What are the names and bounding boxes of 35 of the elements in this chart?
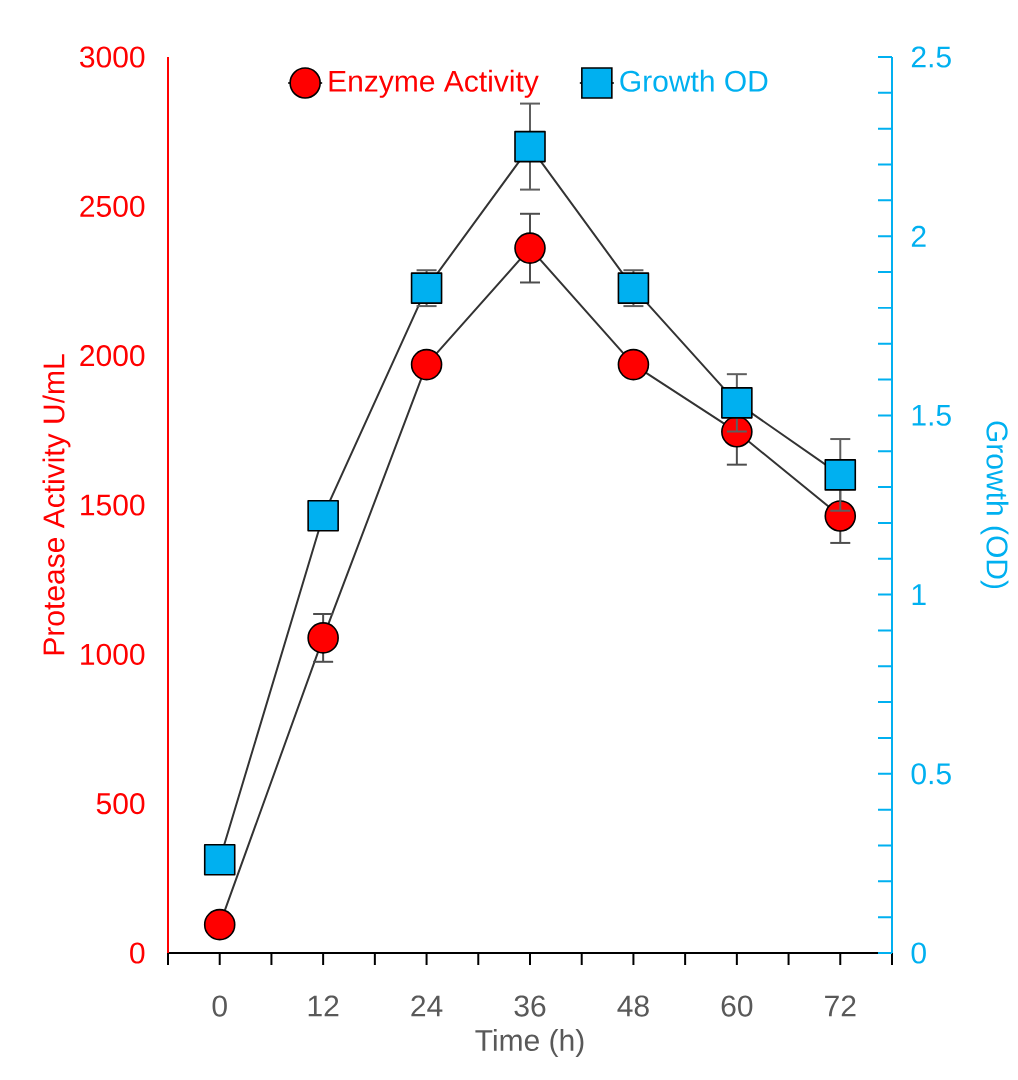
y2-tick-label: 2 bbox=[911, 225, 926, 247]
y2-tick-label: 1.5 bbox=[912, 404, 951, 426]
x-tick-label: 72 bbox=[825, 995, 856, 1017]
point bbox=[410, 348, 443, 381]
legend-label: Enzyme Activity bbox=[329, 69, 539, 98]
x-tick-label: 12 bbox=[308, 995, 339, 1017]
y-tick-label: 1000 bbox=[81, 643, 145, 665]
y-tick-label: 500 bbox=[96, 793, 145, 815]
y-tick-label: 1500 bbox=[81, 494, 145, 516]
y2-axis-title: Growth (OD) bbox=[980, 421, 1009, 589]
point bbox=[514, 130, 546, 163]
x-axis-title: Time (h) bbox=[475, 1029, 584, 1057]
point bbox=[721, 387, 753, 419]
legend-label: Growth OD bbox=[620, 69, 768, 92]
x-tick-label: 36 bbox=[514, 995, 546, 1017]
y-tick-label: 2000 bbox=[80, 345, 145, 367]
y2-tick-label: 0.5 bbox=[911, 763, 951, 785]
x-tick-label: 24 bbox=[411, 995, 443, 1017]
point bbox=[514, 232, 546, 264]
y-axis-title: Protease Activity U/mL bbox=[42, 354, 71, 655]
y-tick-label: 2500 bbox=[80, 195, 145, 217]
y2-tick-label: 0 bbox=[911, 942, 926, 964]
y2-tick-label: 2.5 bbox=[911, 46, 951, 68]
point bbox=[307, 499, 339, 532]
x-tick-label: 60 bbox=[721, 995, 753, 1017]
point bbox=[203, 908, 236, 941]
x-tick-label: 0 bbox=[212, 995, 227, 1017]
point bbox=[203, 844, 236, 876]
point bbox=[307, 622, 339, 654]
y-tick-label: 3000 bbox=[80, 46, 145, 68]
x-tick-label: 48 bbox=[617, 995, 649, 1017]
point bbox=[824, 459, 857, 491]
y2-tick-label: 1 bbox=[912, 584, 926, 605]
y-tick-label: 0 bbox=[130, 942, 145, 964]
point bbox=[617, 348, 650, 381]
